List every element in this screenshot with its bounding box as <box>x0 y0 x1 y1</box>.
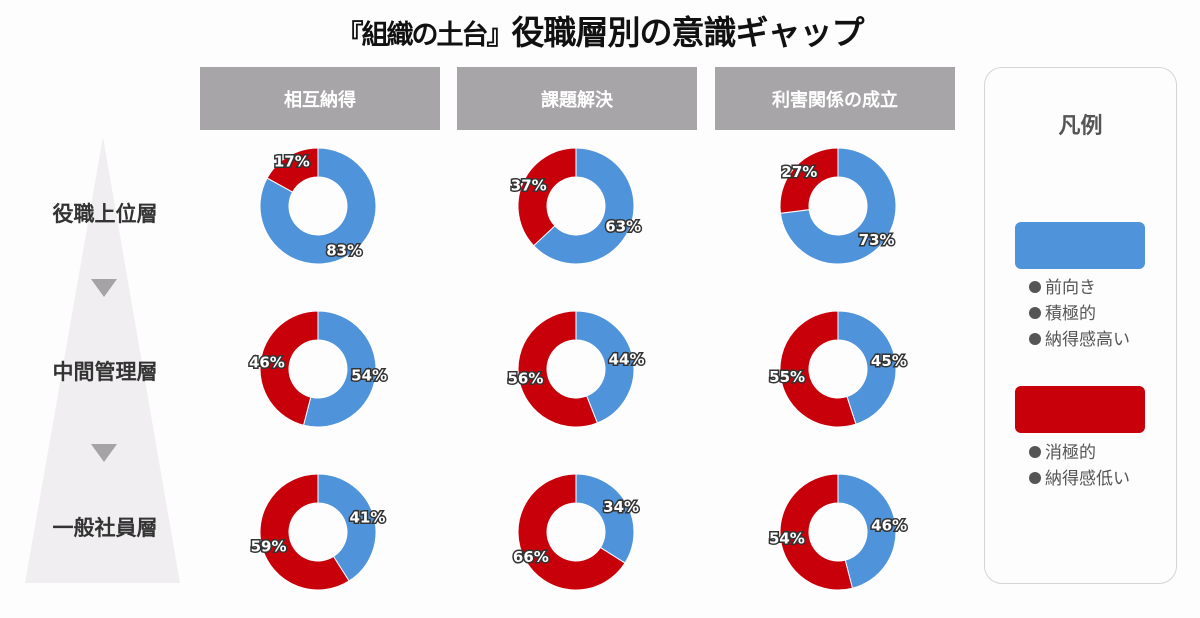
donut-chart-一般社員層-相互納得: 41% 59% <box>249 473 387 591</box>
percent-label-positive: 45% <box>871 352 907 370</box>
column-header-problem-solving: 課題解決 <box>457 67 697 130</box>
donut-chart-役職上位層-課題解決: 63% 37% <box>509 147 643 265</box>
donut-segment-negative <box>266 147 319 193</box>
percent-label-positive: 63% <box>605 217 641 235</box>
percent-label-negative: 59% <box>251 537 287 555</box>
donut-chart-一般社員層-利害関係の成立: 46% 54% <box>768 473 908 591</box>
donut-segment-negative <box>517 147 577 247</box>
bullet-icon <box>1029 472 1041 484</box>
row-label-middle-management: 中間管理層 <box>52 360 158 384</box>
percent-label-negative: 56% <box>507 370 543 388</box>
donut-segment-negative <box>779 147 839 214</box>
percent-label-positive: 83% <box>326 241 362 259</box>
percent-label-negative: 55% <box>769 368 805 386</box>
row-label-general-staff: 一般社員層 <box>52 516 158 540</box>
donut-chart-一般社員層-課題解決: 34% 66% <box>511 473 641 591</box>
donut-chart-役職上位層-相互納得: 83% 17% <box>259 147 377 265</box>
percent-label-negative: 27% <box>781 163 817 181</box>
donut-segment-positive <box>837 310 897 425</box>
donut-segment-positive <box>533 147 635 265</box>
legend-item: 消極的 <box>1029 440 1130 466</box>
column-header-stakeholder-alignment: 利害関係の成立 <box>715 67 955 130</box>
bullet-icon <box>1029 446 1041 458</box>
down-arrow-icon <box>91 444 117 462</box>
percent-label-negative: 37% <box>511 177 547 195</box>
legend-item: 積極的 <box>1029 301 1130 327</box>
donut-segment-positive <box>779 147 897 265</box>
donut-segment-negative <box>259 310 319 426</box>
donut-segment-positive <box>302 310 377 428</box>
legend-negative-items: 消極的 納得感低い <box>1029 440 1130 492</box>
legend-swatch-negative <box>1015 386 1145 433</box>
percent-label-positive: 44% <box>609 350 645 368</box>
legend-item: 納得感低い <box>1029 466 1130 492</box>
donut-chart-中間管理層-課題解決: 44% 56% <box>506 310 646 428</box>
bullet-icon <box>1029 307 1041 319</box>
donut-chart-役職上位層-利害関係の成立: 73% 27% <box>779 147 897 265</box>
donut-chart-中間管理層-相互納得: 54% 46% <box>248 310 388 428</box>
donut-segment-negative <box>517 473 626 591</box>
title-main: 役職層別の意識ギャップ <box>511 13 865 52</box>
row-label-executive: 役職上位層 <box>52 202 158 226</box>
legend-positive-items: 前向き 積極的 納得感高い <box>1029 275 1130 353</box>
legend-title: 凡例 <box>1058 114 1103 139</box>
donut-segment-negative <box>779 310 857 428</box>
percent-label-positive: 73% <box>859 231 895 249</box>
donut-segment-positive <box>837 473 897 589</box>
column-header-mutual-agreement: 相互納得 <box>200 67 440 130</box>
donut-segment-negative <box>517 310 599 428</box>
legend-item: 納得感高い <box>1029 327 1130 353</box>
page-title: 『組織の土台』役職層別の意識ギャップ <box>0 6 1200 54</box>
donut-segment-positive <box>259 147 377 265</box>
legend-item: 前向き <box>1029 275 1130 301</box>
percent-label-positive: 54% <box>351 366 387 384</box>
donut-segment-negative <box>779 473 854 591</box>
donut-segment-positive <box>575 310 635 424</box>
donut-segment-negative <box>259 473 350 591</box>
donut-segment-positive <box>317 473 377 582</box>
title-prefix: 『組織の土台』 <box>336 20 514 51</box>
percent-label-negative: 66% <box>513 548 549 566</box>
percent-label-negative: 54% <box>769 529 805 547</box>
donut-chart-中間管理層-利害関係の成立: 45% 55% <box>768 310 908 428</box>
donut-segment-positive <box>575 473 635 564</box>
percent-label-positive: 34% <box>603 498 639 516</box>
down-arrow-icon <box>91 279 117 297</box>
legend-panel: 凡例 前向き 積極的 納得感高い 消極的 納得感低い <box>984 67 1177 584</box>
bullet-icon <box>1029 333 1041 345</box>
legend-swatch-positive <box>1015 222 1145 269</box>
percent-label-positive: 41% <box>350 509 386 527</box>
bullet-icon <box>1029 281 1041 293</box>
percent-label-positive: 46% <box>871 517 907 535</box>
percent-label-negative: 46% <box>249 354 285 372</box>
percent-label-negative: 17% <box>274 153 310 171</box>
pyramid-shape <box>25 137 180 583</box>
